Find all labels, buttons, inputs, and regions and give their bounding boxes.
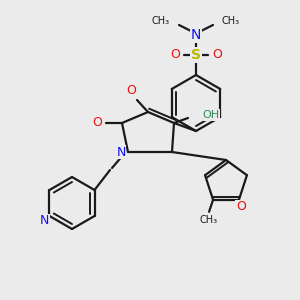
Text: O: O: [170, 49, 180, 62]
Text: O: O: [236, 200, 246, 213]
Text: O: O: [126, 83, 136, 97]
Text: CH₃: CH₃: [222, 16, 240, 26]
Text: O: O: [212, 49, 222, 62]
Text: S: S: [191, 48, 201, 62]
Text: O: O: [92, 116, 102, 130]
Text: N: N: [40, 214, 49, 227]
Text: CH₃: CH₃: [199, 215, 217, 225]
Text: N: N: [191, 28, 201, 42]
Text: OH: OH: [202, 110, 219, 120]
Text: N: N: [116, 146, 126, 158]
Text: CH₃: CH₃: [152, 16, 170, 26]
